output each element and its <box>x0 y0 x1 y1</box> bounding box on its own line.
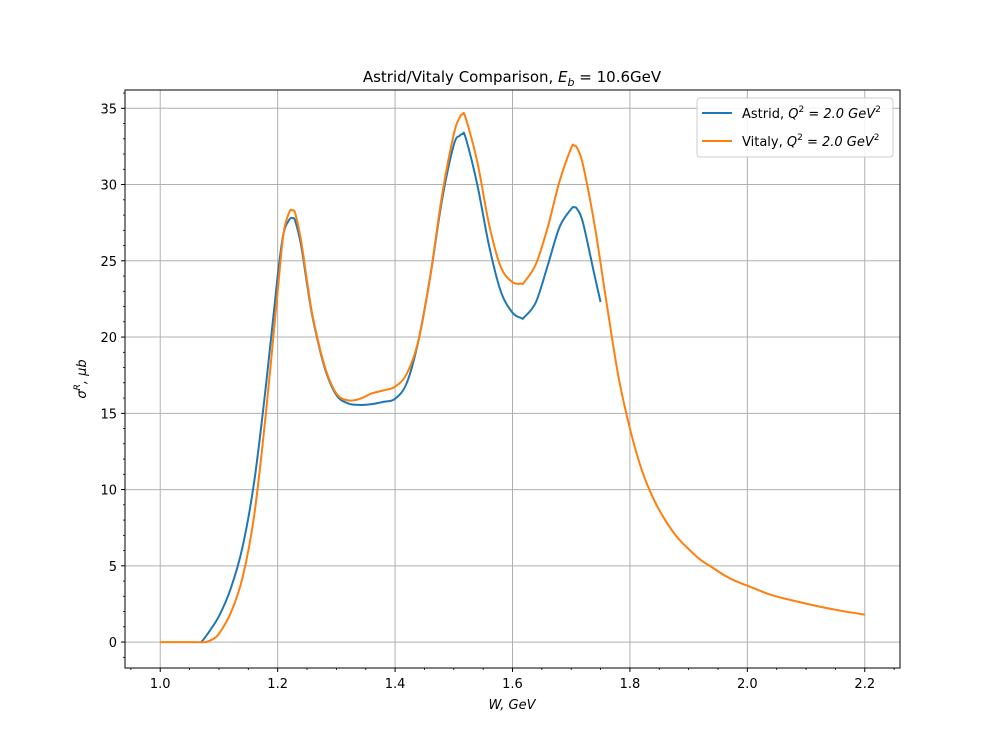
legend-astrid-math: Q <box>788 107 798 122</box>
y-tick-label: 35 <box>100 102 117 117</box>
x-tick-label: 1.2 <box>267 677 288 692</box>
y-tick-label: 10 <box>100 484 117 499</box>
x-axis-label: W, GeV <box>488 698 536 713</box>
x-tick-label: 1.6 <box>502 677 523 692</box>
title-math: E <box>558 68 568 86</box>
y-tick-label: 20 <box>100 331 117 346</box>
title-main: Astrid/Vitaly Comparison, <box>363 68 558 86</box>
y-axis-label-symbol: σ <box>75 390 90 399</box>
x-tick-label: 1.0 <box>150 677 171 692</box>
legend: Astrid, Q2 = 2.0 GeV2 Vitaly, Q2 = 2.0 G… <box>696 97 894 158</box>
axis-ticks: 1.0 1.2 1.4 1.6 1.8 2.0 2.2 0 5 10 15 20 25 30 35 <box>100 92 895 692</box>
x-tick-label: 1.8 <box>620 677 641 692</box>
title-subscript: b <box>568 76 575 89</box>
legend-vitaly-tail-sup: 2 <box>874 133 880 143</box>
legend-box <box>696 97 894 158</box>
legend-astrid-name: Astrid, <box>742 107 788 122</box>
y-tick-label: 25 <box>100 255 117 270</box>
grid-lines <box>125 90 900 668</box>
x-tick-label: 2.2 <box>854 677 875 692</box>
series-line-vitaly <box>160 111 865 644</box>
legend-vitaly-tail: = 2.0 GeV <box>803 135 875 150</box>
legend-astrid-tail: = 2.0 GeV <box>804 107 876 122</box>
title-tail: = 10.6GeV <box>575 68 662 86</box>
y-tick-label: 5 <box>109 560 117 575</box>
legend-label-vitaly: Vitaly, Q2 = 2.0 GeV2 <box>742 133 880 150</box>
series-lines <box>160 111 865 644</box>
legend-vitaly-math: Q <box>787 135 797 150</box>
legend-astrid-sup: 2 <box>798 105 804 115</box>
x-tick-label: 2.0 <box>737 677 758 692</box>
y-tick-label: 15 <box>100 407 117 422</box>
legend-vitaly-sup: 2 <box>797 133 803 143</box>
y-axis-label-superscript: R <box>73 384 83 390</box>
legend-astrid-tail-sup: 2 <box>875 105 881 115</box>
series-line-astrid <box>200 131 602 643</box>
chart-title: Astrid/Vitaly Comparison, Eb = 10.6GeV <box>363 68 662 89</box>
y-tick-label: 0 <box>109 636 117 651</box>
legend-label-astrid: Astrid, Q2 = 2.0 GeV2 <box>742 105 881 122</box>
x-tick-label: 1.4 <box>385 677 406 692</box>
legend-vitaly-name: Vitaly, <box>742 135 787 150</box>
y-axis-label: σR, μb <box>73 359 90 398</box>
y-axis-label-tail: , μb <box>75 359 90 384</box>
y-tick-label: 30 <box>100 179 117 194</box>
